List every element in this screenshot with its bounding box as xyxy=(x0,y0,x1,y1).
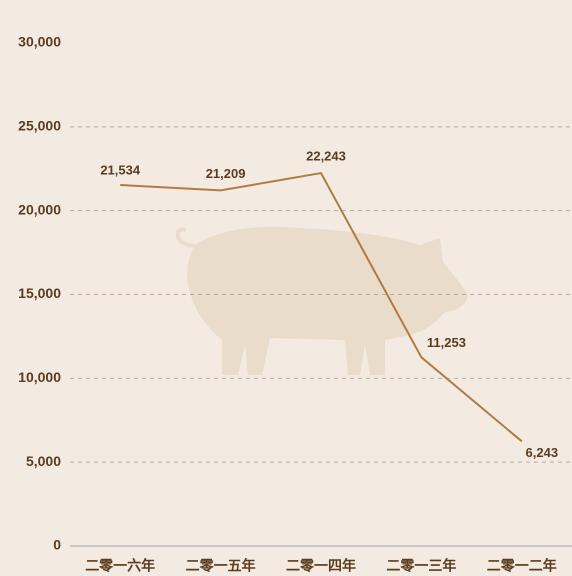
pig-silhouette xyxy=(175,226,469,375)
x-tick-label: 二零一二年 xyxy=(487,558,557,574)
y-tick-label: 5,000 xyxy=(26,453,61,469)
y-tick-label: 10,000 xyxy=(18,369,61,385)
y-tick-label: 0 xyxy=(53,537,61,553)
y-tick-label: 25,000 xyxy=(18,118,61,134)
x-tick-label: 二零一五年 xyxy=(186,558,256,574)
y-tick-label: 30,000 xyxy=(18,34,61,50)
data-label: 22,243 xyxy=(306,148,346,163)
y-tick-label: 15,000 xyxy=(18,285,61,301)
data-label: 11,253 xyxy=(427,335,466,350)
x-tick-label: 二零一三年 xyxy=(386,558,456,574)
x-tick-label: 二零一四年 xyxy=(286,558,356,574)
data-label: 21,534 xyxy=(100,162,141,177)
line xyxy=(120,171,523,443)
data-label: 21,209 xyxy=(206,166,246,181)
x-tick-label: 二零一六年 xyxy=(85,558,155,574)
y-tick-label: 20,000 xyxy=(18,201,61,217)
data-label: 6,243 xyxy=(526,445,559,460)
